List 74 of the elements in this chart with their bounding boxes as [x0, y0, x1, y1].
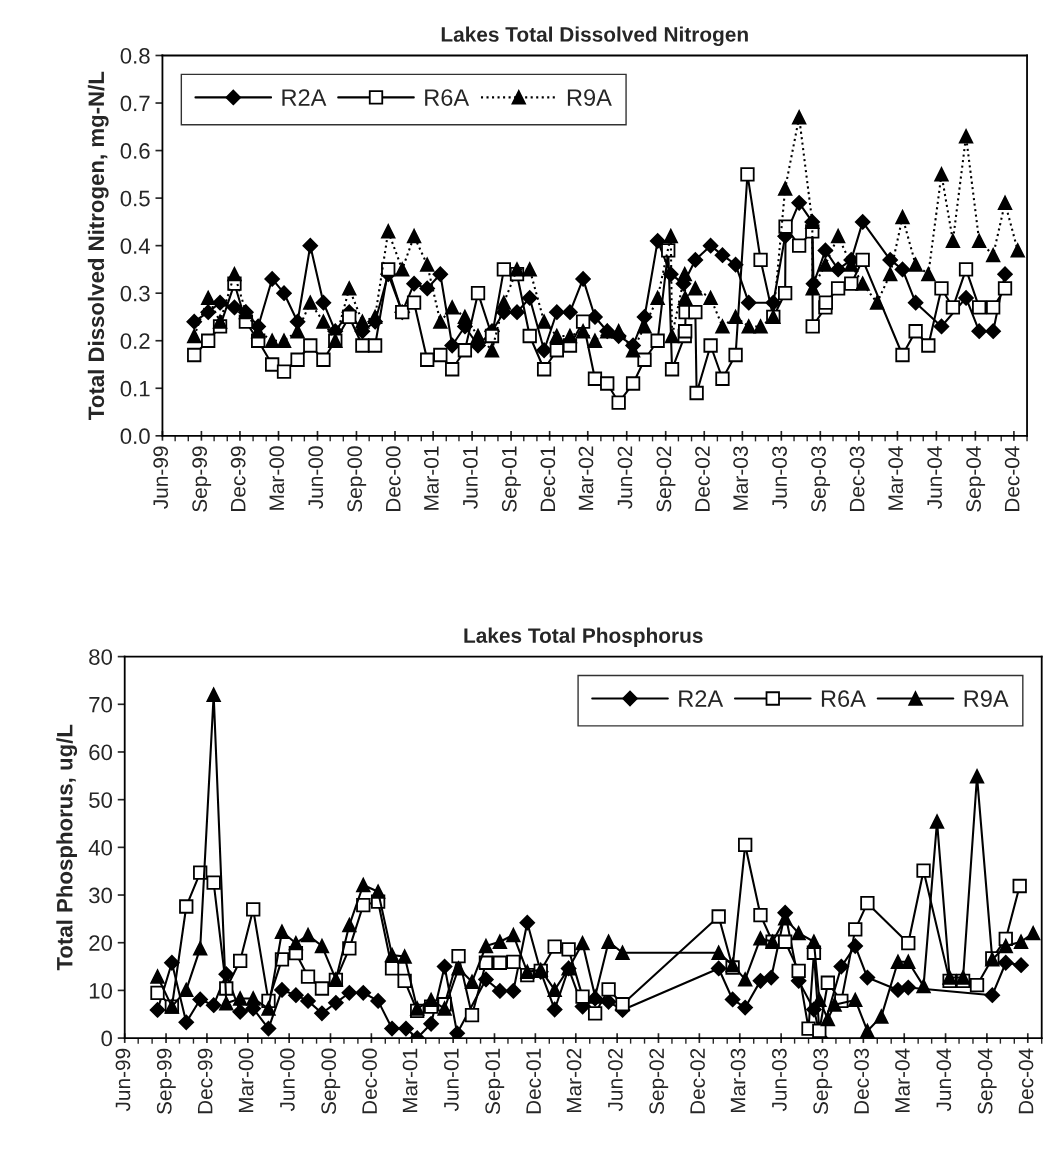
x-tick-label: Dec-04	[1004, 446, 1020, 511]
legend-label: R9A	[964, 690, 1009, 708]
y-tick-label: 30	[89, 887, 113, 904]
x-tick-label: Mar-00	[238, 1048, 254, 1113]
x-tick-label: Mar-01	[423, 446, 439, 510]
x-tick-label: Sep-04	[966, 446, 986, 512]
x-tick-label: Dec-03	[849, 446, 865, 511]
x-tick-label: Dec-03	[854, 1048, 869, 1114]
legend-label: R2A	[282, 89, 327, 106]
y-tick-label: 0.8	[120, 48, 150, 64]
y-tick-label: 0.4	[120, 238, 150, 254]
x-tick-label: Sep-99	[156, 1048, 176, 1115]
x-tick-label: Jun-02	[617, 446, 633, 509]
y-tick-label: 40	[88, 839, 113, 856]
x-tick-label: Dec-00	[362, 1048, 377, 1114]
x-tick-label: Mar-01	[402, 1048, 418, 1113]
x-tick-label: Jun-99	[115, 1048, 131, 1112]
legend-label: R9A	[567, 89, 612, 106]
x-tick-label: Jun-00	[279, 1048, 295, 1112]
x-tick-label: Dec-99	[197, 1048, 213, 1114]
chart-title: Lakes Total Dissolved Nitrogen	[441, 26, 748, 47]
y-tick-label: 10	[89, 982, 113, 999]
x-tick-label: Sep-99	[192, 446, 212, 512]
x-tick-label: Dec-00	[385, 446, 401, 511]
x-tick-label: Dec-02	[695, 446, 710, 511]
x-tick-label: Dec-02	[690, 1048, 705, 1114]
x-tick-label: Mar-02	[578, 446, 594, 510]
legend-label: R2A	[679, 690, 724, 707]
y-tick-label: 0.7	[120, 95, 150, 112]
y-tick-label: 0.5	[120, 190, 150, 207]
y-tick-label: 20	[89, 935, 113, 951]
y-tick-label: 80	[89, 649, 113, 665]
x-tick-label: Jun-04	[936, 1048, 952, 1112]
x-tick-label: Mar-03	[733, 446, 748, 510]
x-tick-label: Mar-04	[888, 446, 904, 510]
x-tick-label: Jun-00	[308, 446, 324, 509]
x-tick-label: Sep-03	[813, 1048, 833, 1115]
y-tick-label: 0	[101, 1030, 113, 1047]
x-tick-label: Dec-04	[1018, 1048, 1034, 1114]
y-tick-label: 0.6	[120, 143, 150, 159]
x-tick-label: Sep-01	[501, 446, 521, 512]
x-tick-label: Jun-02	[607, 1048, 623, 1112]
x-tick-label: Sep-01	[485, 1048, 505, 1115]
x-tick-label: Mar-04	[895, 1048, 910, 1113]
y-tick-label: 0.1	[120, 380, 150, 397]
legend-label: R6A	[425, 89, 470, 106]
x-tick-label: Sep-02	[649, 1048, 669, 1115]
x-tick-label: Dec-99	[230, 446, 246, 511]
x-tick-label: Dec-01	[526, 1048, 541, 1114]
x-tick-label: Mar-03	[730, 1048, 746, 1113]
x-tick-label: Sep-00	[347, 446, 367, 512]
x-tick-label: Jun-03	[772, 446, 787, 509]
x-tick-label: Jun-01	[443, 1048, 459, 1112]
y-tick-label: 60	[89, 744, 113, 761]
legend-label: R6A	[821, 690, 866, 708]
y-tick-label: 70	[89, 696, 113, 713]
x-tick-label: Jun-99	[153, 446, 169, 509]
x-tick-label: Jun-01	[462, 446, 478, 509]
y-axis-title: Total Phosphorus, ug/L	[56, 724, 78, 971]
x-tick-label: Mar-00	[269, 446, 285, 510]
x-tick-label: Sep-04	[977, 1048, 997, 1115]
y-tick-label: 0.3	[120, 285, 150, 302]
chart-title: Lakes Total Phosphorus	[464, 627, 703, 648]
y-axis-title: Total Dissolved Nitrogen, mg-N/L	[87, 71, 109, 420]
x-tick-label: Sep-02	[656, 446, 676, 512]
y-tick-label: 0.2	[120, 333, 150, 349]
x-tick-label: Jun-03	[771, 1048, 787, 1112]
x-tick-label: Jun-04	[927, 446, 942, 509]
x-tick-label: Mar-02	[566, 1048, 582, 1113]
y-tick-label: 50	[89, 792, 113, 808]
x-tick-label: Dec-01	[540, 446, 556, 511]
x-tick-label: Sep-00	[321, 1048, 341, 1115]
x-tick-label: Sep-03	[811, 446, 831, 512]
y-tick-label: 0.0	[120, 428, 150, 445]
